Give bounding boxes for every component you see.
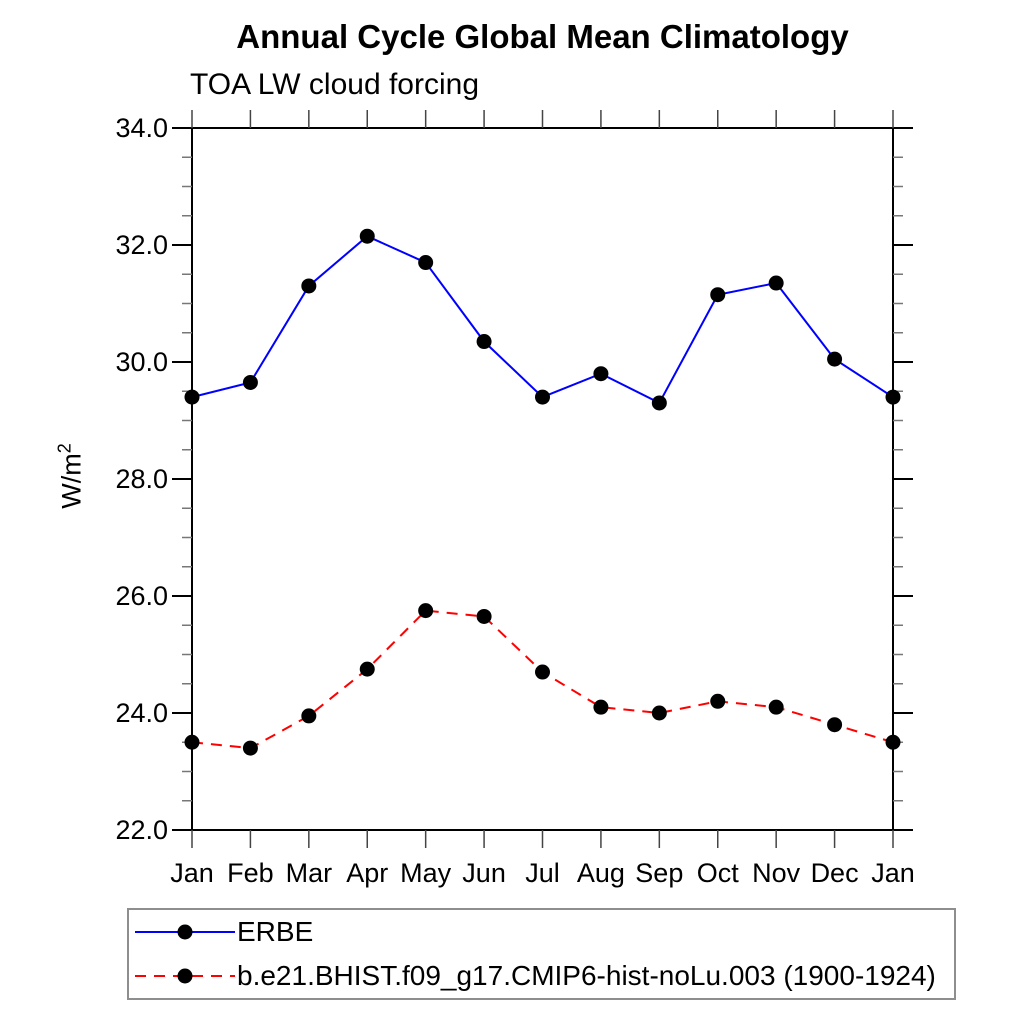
data-point-marker	[418, 603, 434, 619]
x-tick-label: Mar	[286, 858, 333, 888]
data-point-marker	[768, 699, 784, 715]
data-point-marker	[768, 275, 784, 291]
data-point-marker	[827, 717, 843, 733]
data-point-marker	[885, 389, 901, 405]
data-point-marker	[593, 699, 609, 715]
x-tick-label: Apr	[346, 858, 388, 888]
series-line-0	[191, 235, 894, 405]
data-point-marker	[359, 228, 375, 244]
legend-row-model: b.e21.BHIST.f09_g17.CMIP6-hist-noLu.003 …	[133, 956, 954, 996]
x-tick-label: Jun	[462, 858, 506, 888]
x-tick-label: Feb	[227, 858, 274, 888]
y-tick-label: 34.0	[115, 113, 168, 143]
y-tick-label: 22.0	[115, 815, 168, 845]
legend-label-erbe: ERBE	[237, 916, 314, 947]
x-tick-label: Dec	[811, 858, 859, 888]
legend-marker-dot-icon	[177, 924, 193, 940]
x-tick-label: Aug	[577, 858, 625, 888]
data-point-marker	[535, 664, 550, 680]
data-point-marker	[359, 661, 375, 677]
chart-title: Annual Cycle Global Mean Climatology	[236, 18, 849, 55]
data-point-marker	[184, 389, 200, 405]
x-tick-label: Jan	[170, 858, 214, 888]
x-tick-label: May	[400, 858, 452, 888]
x-tick-label: Jul	[525, 858, 560, 888]
y-tick-label: 26.0	[115, 581, 168, 611]
legend-sample-erbe	[135, 924, 235, 940]
data-point-marker	[651, 395, 667, 411]
legend-sample-model	[135, 968, 235, 984]
data-point-marker	[418, 255, 434, 271]
data-point-marker	[476, 608, 492, 624]
data-point-marker	[301, 278, 317, 294]
y-tick-label: 28.0	[115, 464, 168, 494]
y-tick-label: 24.0	[115, 698, 168, 728]
y-tick-label: 32.0	[115, 230, 168, 260]
data-point-marker	[535, 389, 550, 405]
x-tick-label: Sep	[635, 858, 683, 888]
y-tick-label: 30.0	[115, 347, 168, 377]
data-point-marker	[184, 734, 200, 750]
data-point-marker	[885, 734, 901, 750]
data-point-marker	[301, 708, 317, 724]
x-tick-label: Nov	[752, 858, 801, 888]
data-point-marker	[593, 366, 609, 382]
legend-row-erbe: ERBE	[133, 912, 954, 952]
x-tick-label: Oct	[697, 858, 740, 888]
plot-frame	[191, 127, 894, 831]
data-point-marker	[710, 287, 726, 303]
data-point-marker	[710, 693, 726, 709]
legend-label-model: b.e21.BHIST.f09_g17.CMIP6-hist-noLu.003 …	[237, 960, 936, 991]
data-point-marker	[827, 351, 843, 367]
legend: ERBE b.e21.BHIST.f09_g17.CMIP6-hist-noLu…	[127, 908, 956, 1000]
data-point-marker	[242, 740, 258, 756]
x-tick-label: Jan	[871, 858, 915, 888]
data-point-marker	[242, 374, 258, 390]
data-point-marker	[476, 334, 492, 350]
data-point-marker	[651, 705, 667, 721]
legend-marker-dot-icon	[177, 968, 193, 984]
chart-subtitle: TOA LW cloud forcing	[190, 68, 480, 101]
